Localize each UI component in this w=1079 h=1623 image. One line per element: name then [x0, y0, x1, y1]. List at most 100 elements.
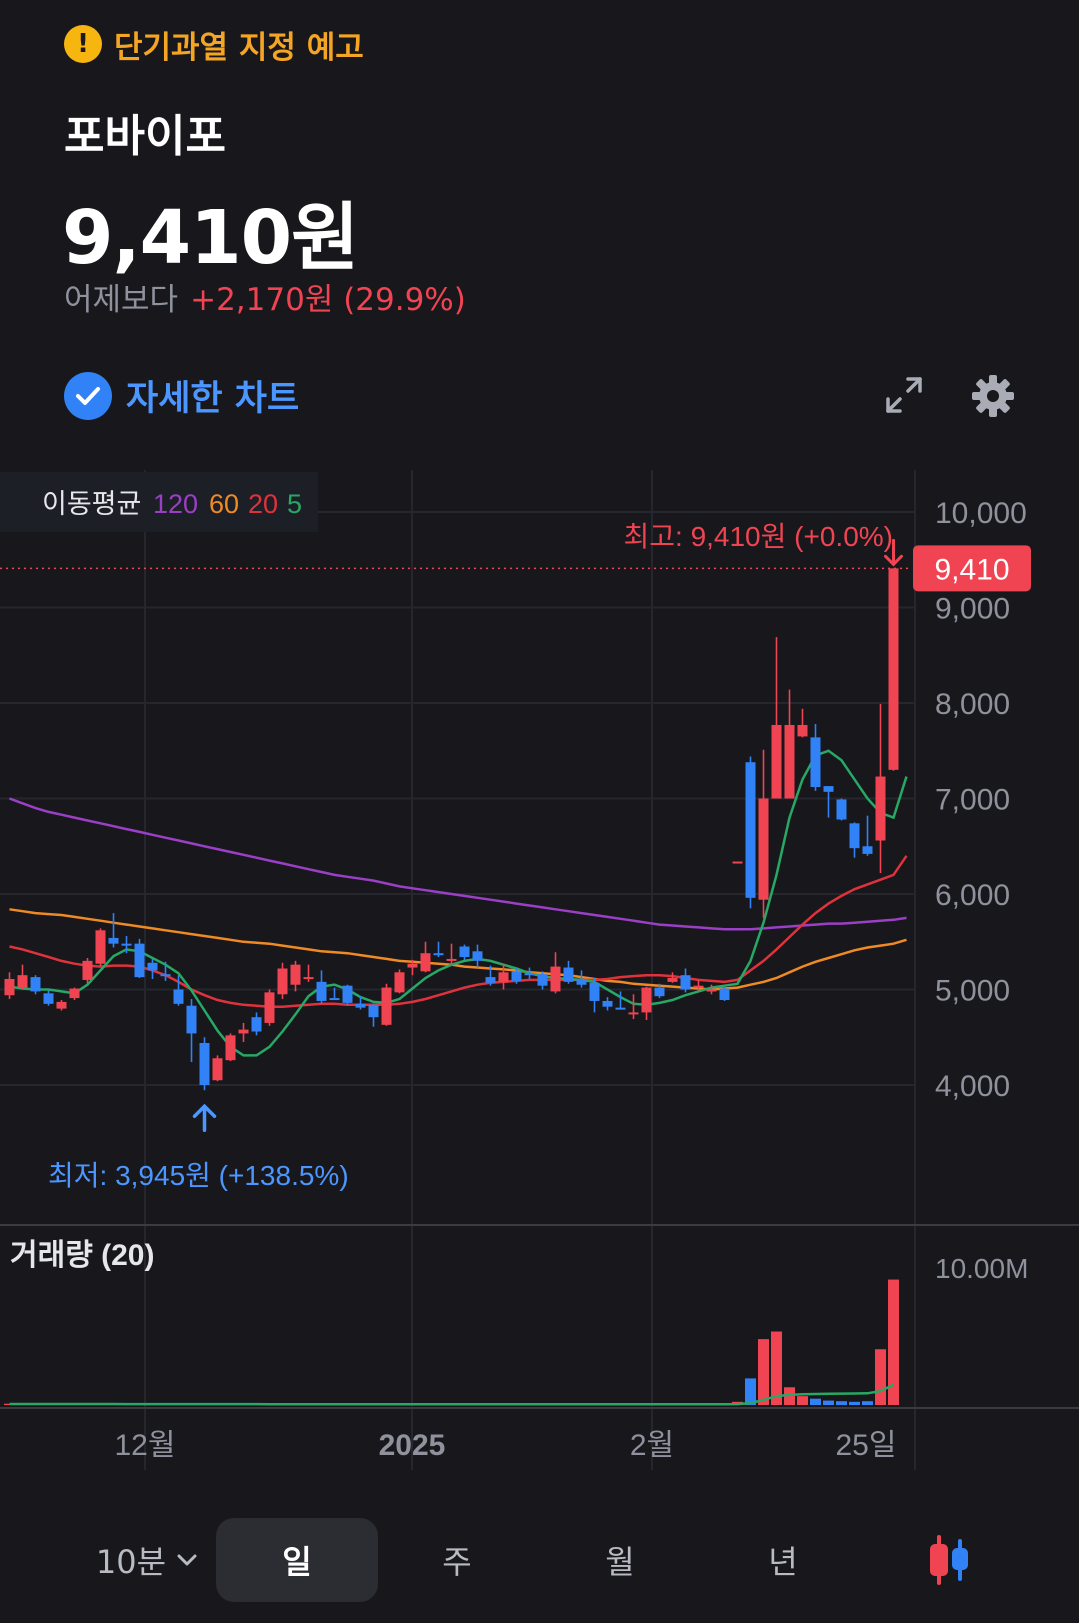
candle-body: [160, 974, 171, 977]
volume-bar: [849, 1401, 860, 1405]
candle-body: [381, 987, 392, 1025]
y-tick-label: 4,000: [935, 1070, 1010, 1103]
candle-body: [602, 1000, 613, 1007]
volume-bar: [745, 1378, 756, 1405]
candle-body: [186, 1005, 197, 1034]
low-label: 최저: 3,945원 (+138.5%): [48, 1160, 349, 1191]
candle-body: [576, 978, 587, 985]
tab-month[interactable]: 월: [605, 1543, 635, 1581]
candle-body: [407, 963, 418, 968]
candle-body: [394, 972, 405, 993]
candle-body: [82, 960, 93, 980]
price-change: 어제보다 +2,170원 (29.9%): [64, 274, 466, 319]
volume-bar: [875, 1349, 886, 1405]
candle-body: [511, 971, 522, 981]
x-axis: 12월 2025 2월 25일: [115, 1429, 897, 1462]
change-value: +2,170원 (29.9%): [190, 282, 466, 318]
expand-icon[interactable]: [884, 375, 924, 415]
y-tick-label: 9,000: [935, 593, 1010, 626]
volume-bar: [862, 1401, 873, 1405]
candle-body: [134, 943, 145, 978]
candle-body: [875, 776, 886, 841]
candle-body: [797, 724, 808, 737]
candle-body: [290, 964, 301, 985]
candle-body: [888, 568, 899, 770]
ma-legend-5: 5: [287, 489, 302, 519]
check-icon: [64, 371, 112, 420]
candle-body: [95, 930, 106, 964]
ma-legend-label: 이동평균: [42, 489, 141, 519]
volume-bar: [771, 1331, 782, 1405]
timeframe-bar: 10분 일 주 월 년: [0, 1518, 1079, 1608]
candle-body: [420, 953, 431, 972]
candle-body: [147, 962, 158, 971]
volume-bar: [823, 1400, 834, 1405]
warning-banner[interactable]: ! 단기과열 지정 예고: [64, 24, 364, 66]
tab-day[interactable]: 일: [216, 1518, 378, 1602]
volume-bar: [888, 1279, 899, 1405]
candle-body: [108, 937, 119, 944]
y-tick-label: 6,000: [935, 879, 1010, 912]
candle-body: [316, 981, 327, 1001]
candle-body: [758, 798, 769, 900]
tab-week[interactable]: 주: [442, 1543, 472, 1581]
candle-body: [277, 968, 288, 995]
candles: [4, 568, 899, 1091]
candle-body: [329, 998, 340, 1001]
candle-body: [550, 966, 561, 992]
candle-body: [589, 982, 600, 1001]
candle-body: [433, 953, 444, 956]
candle-body: [43, 993, 54, 1004]
detail-chart-toggle[interactable]: 자세한 차트: [64, 370, 299, 421]
low-arrow-icon: [192, 1103, 217, 1133]
candle-body: [225, 1035, 236, 1061]
candle-body: [628, 1012, 639, 1015]
candle-body: [303, 977, 314, 980]
gear-icon[interactable]: [970, 373, 1016, 419]
candle-body: [238, 1029, 249, 1034]
candle-body: [654, 987, 665, 997]
volume-bar: [810, 1398, 821, 1405]
exclamation-icon: !: [64, 25, 102, 63]
x-tick-label: 2025: [379, 1429, 446, 1462]
candle-body: [173, 989, 184, 1004]
ma60-line: [9, 908, 907, 991]
price-chart[interactable]: 이동평균 120 60 20 5 10,000 9,000 8,000 7,000 6,…: [0, 470, 1079, 1470]
y-tick-label: 10,000: [935, 497, 1027, 530]
ma5-line: [9, 749, 908, 1057]
candle-body: [251, 1017, 262, 1032]
ma-legend-120: 120: [153, 489, 198, 519]
candle-body: [693, 985, 704, 988]
volume-bar: [797, 1396, 808, 1405]
candle-body: [615, 1007, 626, 1010]
candle-body: [563, 967, 574, 982]
tab-10min[interactable]: 10분: [82, 1518, 212, 1602]
candle-body: [69, 988, 80, 999]
volume-bars: [4, 1279, 899, 1405]
candle-body: [823, 786, 834, 792]
y-axis: 10,000 9,000 8,000 7,000 6,000 5,000 4,000: [935, 497, 1027, 1103]
candle-body: [745, 762, 756, 898]
ma-legend-60: 60: [209, 489, 239, 519]
x-tick-label: 12월: [115, 1429, 176, 1462]
candle-body: [862, 846, 873, 854]
warning-text: 단기과열 지정 예고: [114, 29, 364, 66]
ma-legend-20: 20: [248, 489, 278, 519]
candle-body: [121, 943, 132, 946]
candle-body: [472, 951, 483, 961]
current-price-badge: [913, 545, 1031, 592]
volume-ma-line: [9, 1383, 895, 1406]
candle-body: [641, 987, 652, 1013]
tab-year[interactable]: 년: [768, 1543, 798, 1581]
candlestick-icon[interactable]: [920, 1518, 980, 1602]
candle-body: [498, 972, 509, 982]
tab-10min-label: 10분: [95, 1543, 167, 1581]
candle-body: [836, 799, 847, 820]
candle-body: [524, 973, 535, 976]
candle-body: [732, 861, 743, 864]
candle-body: [784, 724, 795, 799]
candle-body: [706, 989, 717, 992]
candle-body: [459, 946, 470, 958]
volume-tick: 10.00M: [935, 1253, 1028, 1284]
chevron-down-icon: [177, 1554, 197, 1566]
